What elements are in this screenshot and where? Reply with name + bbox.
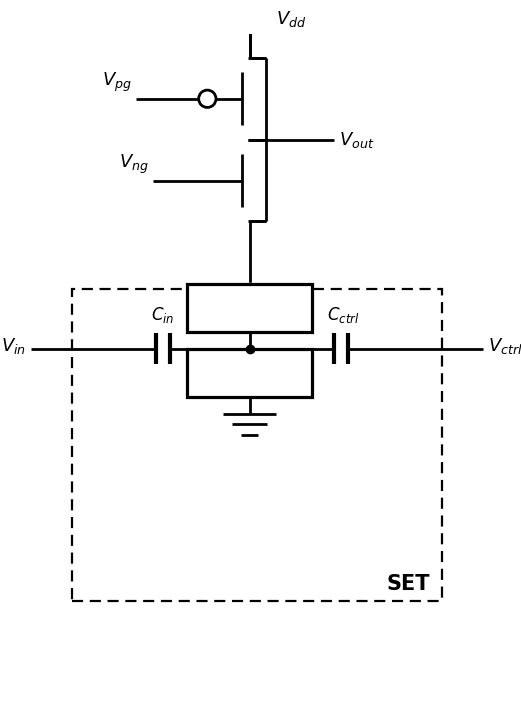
Text: $C_{\mathregular{in}}$: $C_{\mathregular{in}}$: [152, 305, 175, 325]
Text: $V_{\mathregular{pg}}$: $V_{\mathregular{pg}}$: [102, 71, 131, 94]
Bar: [72, 289, 442, 602]
Bar: [187, 349, 312, 397]
Text: $V_{\mathregular{ctrl}}$: $V_{\mathregular{ctrl}}$: [488, 336, 521, 356]
Bar: [187, 284, 312, 332]
Text: $C_{\mathregular{ctrl}}$: $C_{\mathregular{ctrl}}$: [327, 305, 359, 325]
Text: $V_{\mathregular{dd}}$: $V_{\mathregular{dd}}$: [276, 9, 306, 29]
Text: $V_{\mathregular{in}}$: $V_{\mathregular{in}}$: [1, 336, 26, 356]
Text: $V_{\mathregular{ng}}$: $V_{\mathregular{ng}}$: [119, 153, 148, 176]
Text: $V_{\mathregular{out}}$: $V_{\mathregular{out}}$: [339, 130, 374, 150]
Text: SET: SET: [387, 574, 430, 594]
